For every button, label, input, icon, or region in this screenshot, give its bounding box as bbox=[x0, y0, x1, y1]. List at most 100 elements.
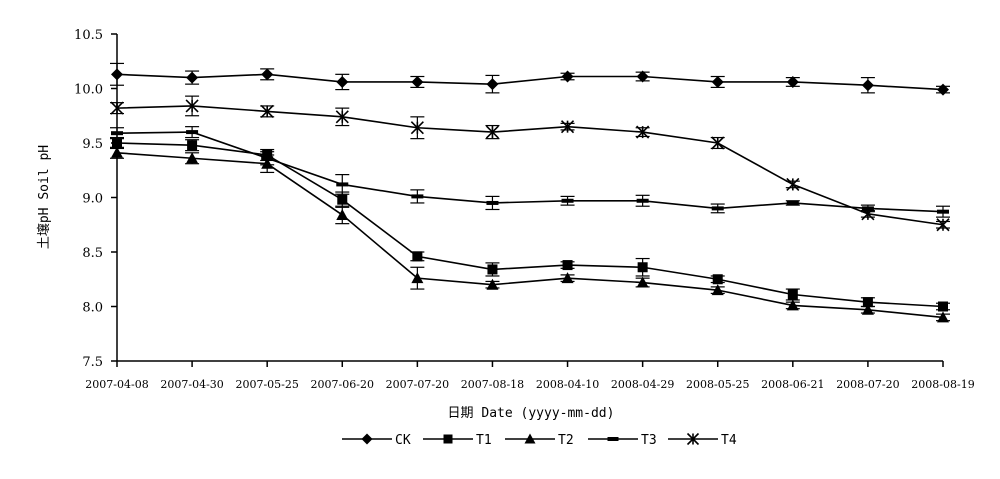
y-axis-label: 土壤pH Soil pH bbox=[36, 145, 52, 249]
data-point bbox=[261, 156, 274, 161]
legend-item-t1: T1 bbox=[423, 433, 492, 448]
data-point bbox=[186, 152, 199, 164]
data-point bbox=[111, 146, 123, 158]
data-point bbox=[561, 272, 574, 284]
data-point bbox=[186, 130, 199, 135]
data-point bbox=[111, 131, 123, 136]
data-point bbox=[486, 278, 499, 290]
legend-marker bbox=[361, 433, 373, 445]
legend-item-ck: CK bbox=[342, 433, 411, 448]
data-point bbox=[936, 218, 950, 232]
data-point bbox=[711, 206, 724, 211]
data-point bbox=[636, 276, 649, 288]
data-point bbox=[861, 207, 875, 221]
y-tick-label: 8.5 bbox=[82, 246, 103, 261]
legend-marker bbox=[443, 434, 453, 444]
data-point bbox=[336, 75, 349, 88]
data-point bbox=[486, 200, 499, 205]
data-point bbox=[411, 272, 424, 284]
legend-label: T1 bbox=[476, 433, 492, 448]
series-ck bbox=[110, 62, 950, 96]
data-point bbox=[938, 301, 948, 312]
data-point bbox=[185, 99, 199, 113]
data-point bbox=[110, 101, 124, 115]
data-point bbox=[712, 274, 723, 285]
data-point bbox=[485, 125, 500, 139]
x-tick-label: 2007-05-25 bbox=[235, 378, 298, 391]
data-point bbox=[411, 75, 424, 88]
x-tick-label: 2008-06-21 bbox=[761, 378, 824, 391]
data-point bbox=[411, 194, 424, 199]
legend-label: T2 bbox=[558, 433, 574, 448]
series-t1 bbox=[110, 136, 950, 312]
data-point bbox=[112, 138, 122, 148]
data-point bbox=[486, 78, 499, 91]
x-tick-label: 2008-08-19 bbox=[911, 378, 974, 391]
data-point bbox=[711, 136, 725, 150]
data-point bbox=[487, 264, 498, 275]
x-tick-label: 2007-08-18 bbox=[461, 378, 524, 391]
data-point bbox=[711, 75, 724, 88]
series-line-t2 bbox=[116, 152, 944, 319]
series-line-t4 bbox=[116, 105, 944, 226]
x-tick-label: 2008-04-10 bbox=[536, 378, 599, 391]
data-point bbox=[636, 70, 649, 83]
data-point bbox=[636, 198, 649, 203]
series-t3 bbox=[110, 126, 950, 218]
data-point bbox=[636, 125, 650, 139]
legend-item-t2: T2 bbox=[505, 433, 574, 448]
data-point bbox=[335, 110, 349, 124]
data-point bbox=[561, 70, 574, 83]
legend-label: T4 bbox=[721, 433, 737, 448]
x-tick-labels: 2007-04-08 2007-04-30 2007-05-25 2007-06-20… bbox=[85, 378, 974, 391]
series-t2 bbox=[110, 146, 950, 323]
y-tick-label: 10.0 bbox=[74, 83, 103, 98]
data-point bbox=[787, 289, 798, 300]
data-point bbox=[336, 182, 349, 187]
y-tick-label: 7.5 bbox=[82, 355, 103, 370]
chart-legend: CK T1 T2 T3 T4 bbox=[342, 432, 737, 448]
data-point bbox=[786, 177, 800, 191]
y-tick-label: 9.5 bbox=[82, 137, 103, 152]
legend-marker bbox=[686, 432, 700, 446]
legend-item-t4: T4 bbox=[668, 432, 737, 448]
x-tick-label: 2008-04-29 bbox=[611, 378, 674, 391]
x-tick-label: 2007-04-30 bbox=[160, 378, 223, 391]
data-point bbox=[261, 68, 274, 81]
data-point bbox=[561, 198, 574, 203]
data-point bbox=[412, 251, 423, 262]
x-tick-label: 2007-04-08 bbox=[85, 378, 148, 391]
data-point bbox=[937, 83, 949, 96]
data-point bbox=[786, 75, 799, 88]
x-axis-label: 日期 Date (yyyy-mm-dd) bbox=[448, 406, 615, 421]
data-point bbox=[186, 71, 199, 84]
data-point bbox=[861, 303, 874, 315]
x-tick-label: 2008-05-25 bbox=[686, 378, 749, 391]
data-point bbox=[336, 208, 349, 220]
legend-marker bbox=[607, 437, 619, 441]
y-tick-label: 8.0 bbox=[82, 301, 103, 316]
x-tick-label: 2007-07-20 bbox=[386, 378, 449, 391]
data-point bbox=[111, 68, 123, 81]
y-tick-labels: 7.5 8.0 8.5 9.0 9.5 10.0 10.5 bbox=[74, 28, 103, 370]
x-tick-label: 2007-06-20 bbox=[311, 378, 374, 391]
legend-marker bbox=[524, 433, 536, 444]
series-t4 bbox=[110, 95, 950, 232]
data-point bbox=[861, 79, 874, 92]
series-line-ck bbox=[116, 73, 944, 91]
data-point bbox=[562, 260, 573, 271]
data-point bbox=[337, 194, 348, 205]
x-tick-label: 2008-07-20 bbox=[836, 378, 899, 391]
data-point bbox=[711, 284, 724, 296]
data-point bbox=[937, 209, 949, 214]
data-point bbox=[862, 297, 873, 308]
chart-series bbox=[110, 62, 950, 323]
legend-label: T3 bbox=[641, 433, 657, 448]
legend-label: CK bbox=[395, 433, 411, 448]
data-point bbox=[560, 120, 575, 134]
data-point bbox=[260, 104, 274, 118]
chart-axes bbox=[111, 33, 944, 367]
series-line-t3 bbox=[116, 131, 944, 213]
y-tick-label: 9.0 bbox=[82, 192, 103, 207]
